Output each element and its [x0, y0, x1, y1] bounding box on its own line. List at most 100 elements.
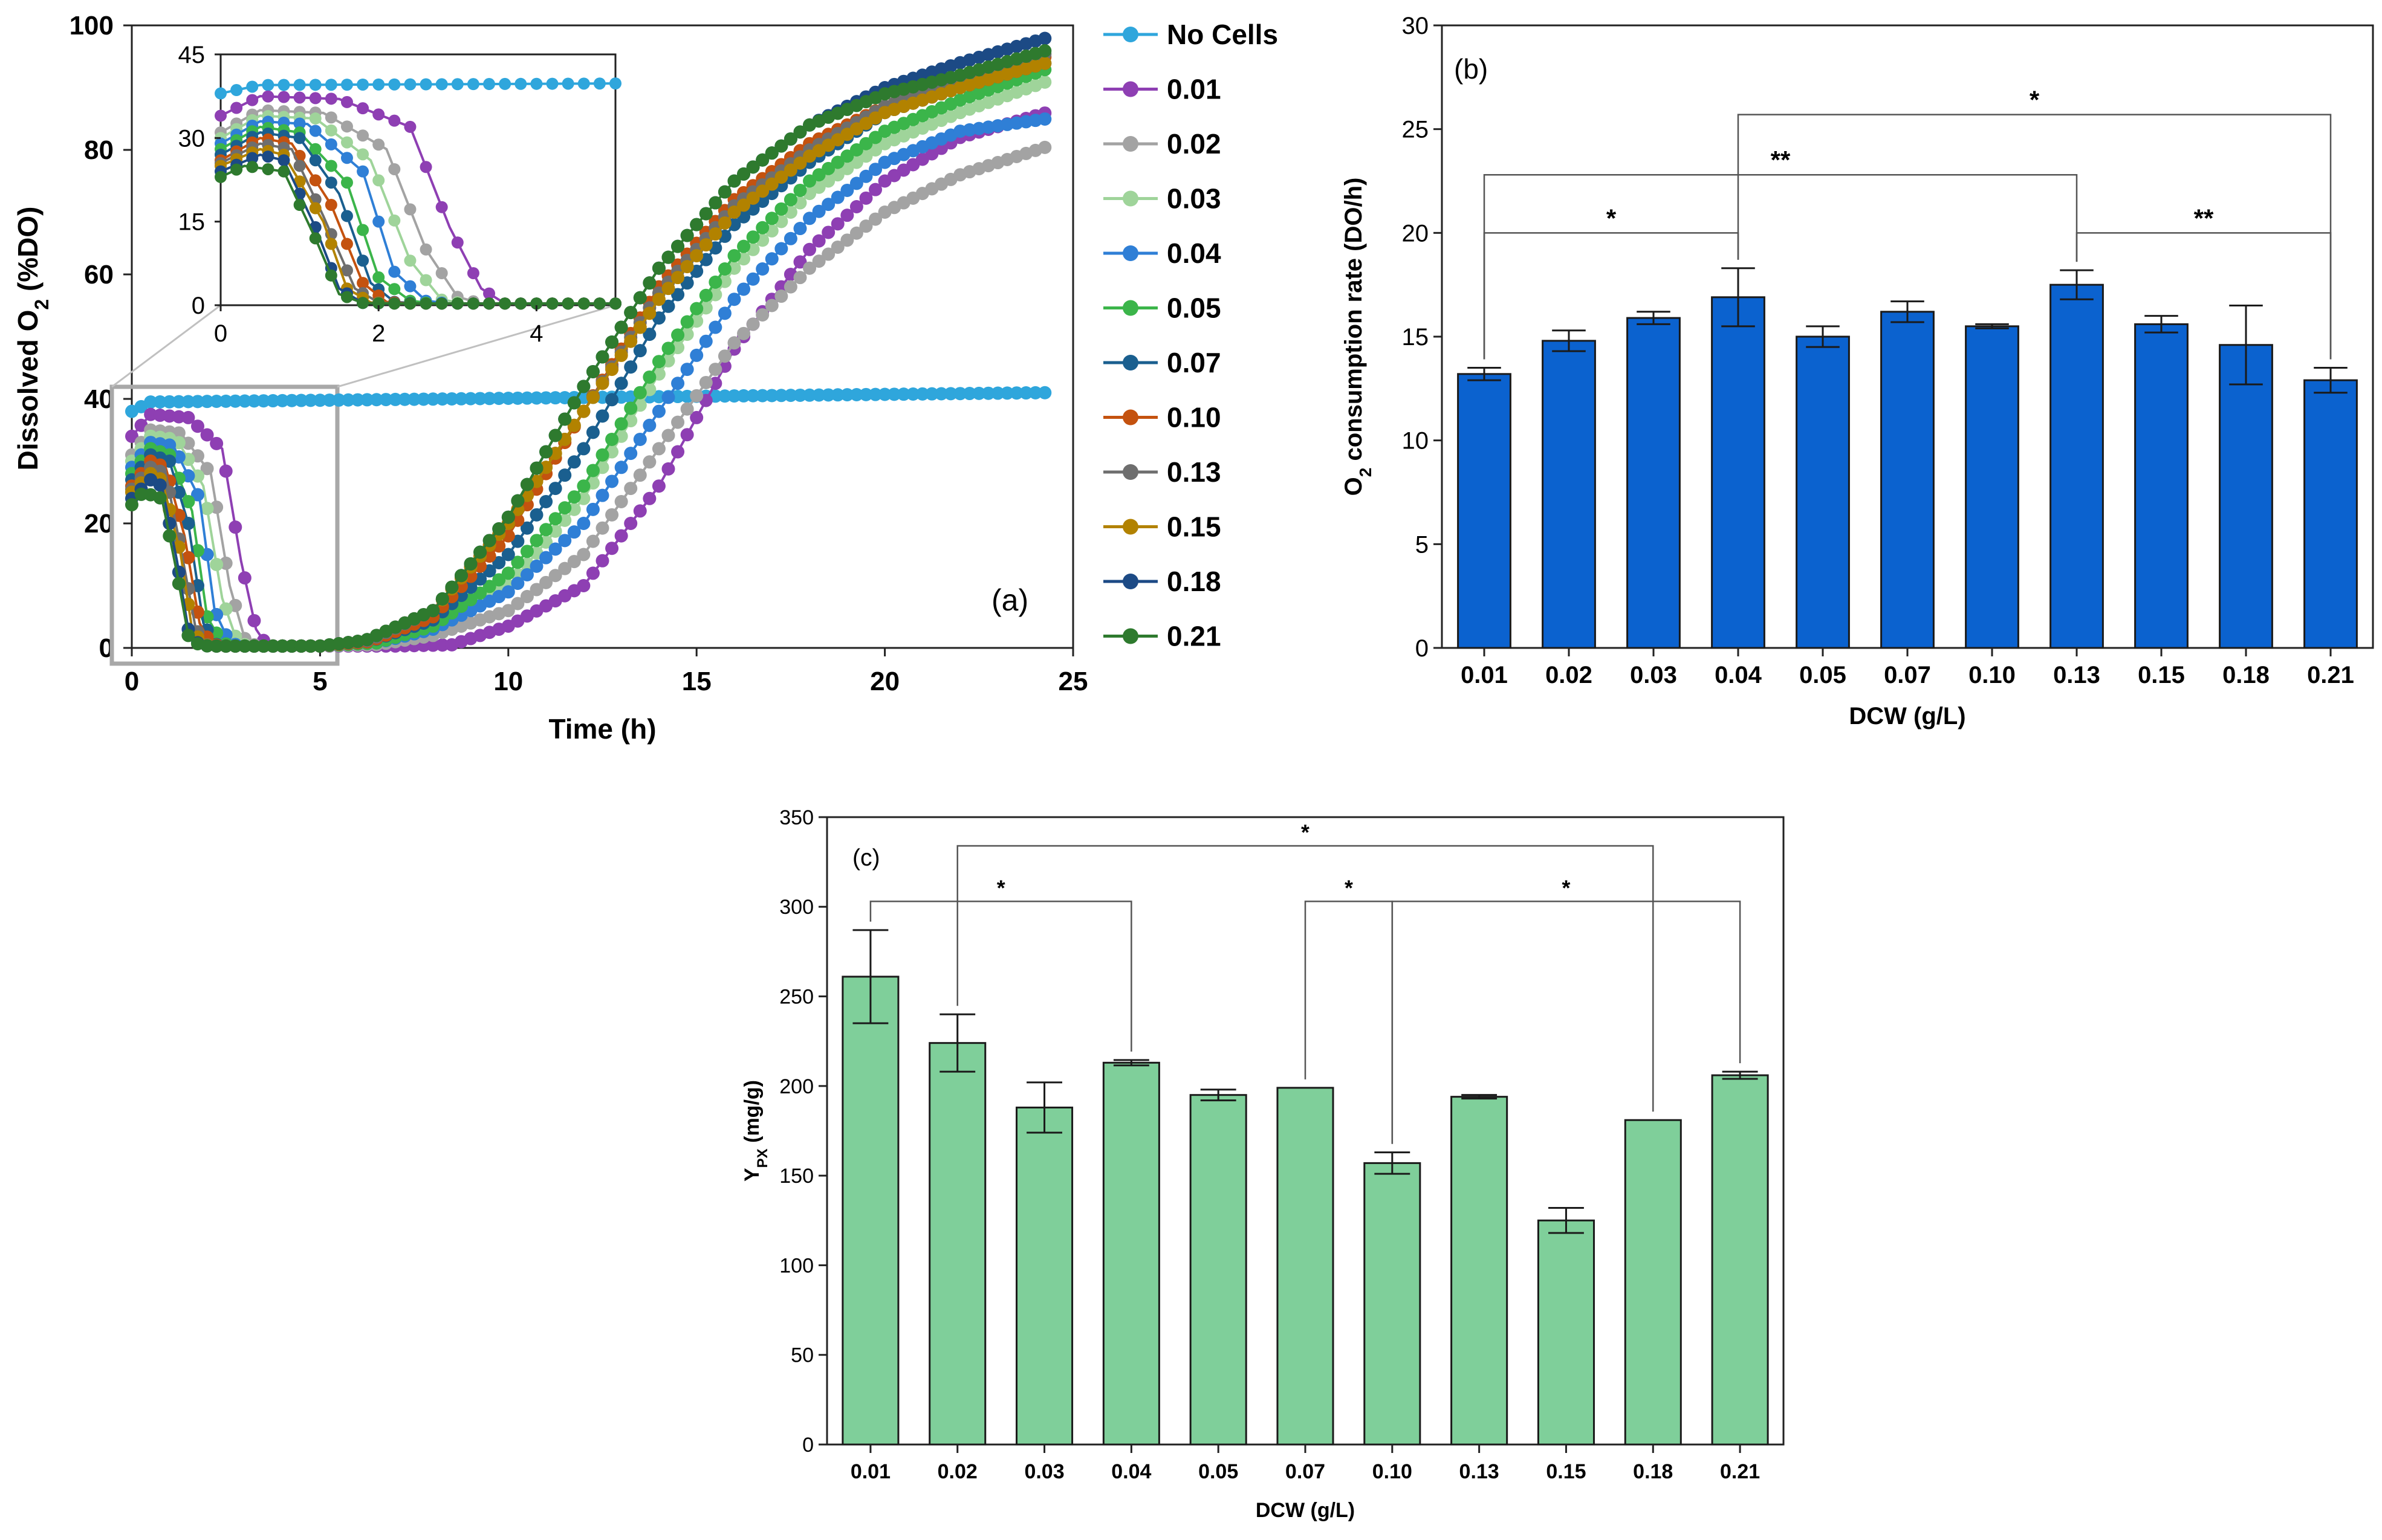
data-point: [652, 293, 666, 306]
legend-label: 0.18: [1167, 566, 1221, 597]
data-point: [181, 436, 195, 450]
data-point: [163, 395, 177, 409]
bar: [929, 1042, 987, 1446]
data-point: [596, 409, 609, 423]
significance-label: *: [2030, 86, 2040, 114]
data-point: [426, 638, 440, 652]
data-point: [172, 395, 186, 409]
data-point: [426, 604, 440, 618]
y-tick-label: 30: [1402, 13, 1429, 39]
data-point: [643, 276, 657, 290]
inset-data-point: [309, 112, 322, 125]
bar: [2134, 323, 2189, 649]
data-point: [473, 392, 487, 406]
y-tick-label: 60: [84, 260, 114, 290]
inset-frame: [219, 53, 617, 306]
data-point: [539, 494, 553, 508]
x-tick-label: 15: [682, 667, 712, 696]
data-point: [558, 501, 572, 515]
data-point: [699, 334, 713, 348]
data-point: [558, 412, 572, 426]
inset-data-point: [215, 87, 227, 100]
bar: [1796, 335, 1850, 649]
data-point: [690, 302, 704, 315]
data-point: [454, 392, 468, 406]
legend-label: 0.15: [1167, 511, 1221, 543]
data-point: [219, 639, 233, 653]
data-point: [605, 432, 619, 446]
inset-data-point: [420, 243, 432, 256]
bar: [1711, 296, 1765, 649]
data-point: [200, 428, 214, 442]
data-point: [520, 521, 534, 535]
data-point: [633, 386, 647, 400]
data-point: [200, 462, 214, 476]
data-point: [210, 557, 224, 571]
legend-marker: [1123, 300, 1138, 316]
inset-data-point: [404, 203, 417, 216]
inset-data-point: [309, 79, 322, 91]
data-point: [671, 415, 685, 429]
data-point: [322, 393, 336, 407]
data-point: [577, 579, 591, 592]
data-point: [746, 191, 760, 205]
legend-marker: [1123, 81, 1138, 97]
data-point: [190, 544, 204, 558]
data-point: [586, 364, 600, 378]
data-point: [793, 388, 807, 402]
legend-label: 0.03: [1167, 183, 1221, 215]
y-axis-label: Dissolved O2 (%DO): [12, 207, 53, 471]
data-point: [878, 387, 892, 401]
zoom-connector: [111, 304, 221, 388]
data-point: [596, 521, 609, 535]
legend-marker: [1123, 464, 1138, 480]
inset-data-point: [372, 78, 385, 91]
data-point: [558, 561, 572, 575]
data-point: [680, 363, 694, 377]
data-point: [558, 468, 572, 482]
data-point: [831, 155, 845, 169]
panel-label: (c): [852, 845, 880, 871]
inset-data-point: [483, 297, 496, 310]
data-point: [756, 221, 770, 235]
data-point: [511, 391, 525, 405]
inset-data-point: [309, 143, 322, 155]
data-point: [718, 216, 732, 230]
data-point: [125, 498, 138, 512]
data-point: [303, 639, 317, 653]
legend-marker: [1123, 27, 1138, 42]
legend-label: 0.13: [1167, 456, 1221, 488]
data-point: [661, 250, 675, 264]
data-point: [652, 390, 666, 404]
data-point: [276, 639, 290, 653]
inset-data-point: [262, 163, 274, 175]
data-point: [643, 370, 657, 384]
data-point: [756, 389, 770, 403]
data-point: [624, 517, 638, 530]
data-point: [511, 597, 525, 610]
data-point: [643, 491, 657, 505]
inset-data-point: [277, 154, 290, 167]
data-point: [784, 231, 797, 245]
data-point: [661, 341, 675, 355]
data-point: [831, 190, 845, 204]
inset-data-point: [325, 79, 337, 91]
data-point: [153, 395, 167, 409]
data-point: [605, 474, 619, 488]
inset-data-point: [577, 297, 590, 310]
x-tick-label: 0.04: [1715, 662, 1762, 688]
inset-data-point: [372, 297, 385, 309]
legend-marker: [1123, 355, 1138, 370]
data-point: [624, 306, 638, 320]
inset-data-point: [593, 77, 606, 90]
data-point: [256, 394, 270, 408]
data-point: [511, 494, 525, 508]
data-point: [897, 387, 910, 401]
inset-data-point: [246, 161, 259, 173]
x-tick-label: 10: [493, 667, 523, 696]
x-tick-label: 0.18: [1633, 1460, 1673, 1483]
data-point: [859, 169, 873, 183]
data-point: [501, 510, 515, 524]
data-point: [652, 479, 666, 493]
data-point: [727, 336, 741, 350]
